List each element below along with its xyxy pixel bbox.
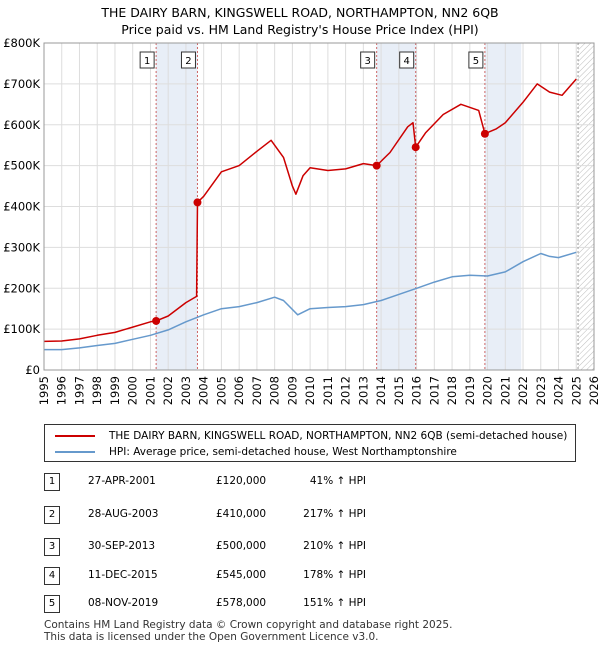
legend-label-property: THE DAIRY BARN, KINGSWELL ROAD, NORTHAMP… <box>109 430 568 442</box>
x-tick-label: 2010 <box>303 376 317 405</box>
y-tick-label: £0 <box>25 363 40 377</box>
x-tick-label: 2020 <box>481 376 495 405</box>
hpi-series-line <box>44 251 577 351</box>
sale-number-badge: 5 <box>44 595 60 613</box>
sale-date: 30-SEP-2013 <box>88 540 156 552</box>
title-line-1: THE DAIRY BARN, KINGSWELL ROAD, NORTHAMP… <box>101 5 499 20</box>
x-tick-label: 1997 <box>72 376 86 405</box>
sale-price: £578,000 <box>216 597 267 609</box>
sale-label: 2 <box>185 56 191 67</box>
legend-swatch-property <box>55 435 95 437</box>
x-tick-label: 2000 <box>126 376 140 405</box>
x-tick-label: 2016 <box>410 376 424 405</box>
plot-frame <box>43 42 595 371</box>
y-tick-label: £100K <box>3 322 40 336</box>
x-tick-label: 2007 <box>250 376 264 405</box>
sale-label-box <box>399 51 415 69</box>
price-chart: 1 2 3 4 5 £0 £100K £200K £300K £400K £500K £600K £7… <box>3 36 600 405</box>
y-tick-label: £500K <box>3 159 40 173</box>
x-tick-label: 2019 <box>463 376 477 405</box>
sale-hpi-change: 151% ↑ HPI <box>303 597 366 609</box>
x-tick-label: 2024 <box>552 376 566 405</box>
sale-number-badge: 2 <box>44 506 60 524</box>
sale-point <box>411 143 420 152</box>
sale-date: 28-AUG-2003 <box>88 508 159 520</box>
footer-line-2: This data is licensed under the Open Gov… <box>44 631 379 643</box>
legend-item-hpi: HPI: Average price, semi-detached house,… <box>55 445 457 459</box>
x-tick-label: 2005 <box>214 376 228 405</box>
y-tick-label: £800K <box>3 36 40 50</box>
title-line-2: Price paid vs. HM Land Registry's House … <box>121 22 479 37</box>
sale-date: 08-NOV-2019 <box>88 597 159 609</box>
sale-date: 11-DEC-2015 <box>88 569 158 581</box>
sale-point <box>480 129 489 138</box>
x-tick-label: 2025 <box>569 376 583 405</box>
table-row: 5 08-NOV-2019 £578,000 151% ↑ HPI <box>44 595 444 613</box>
sale-number-badge: 1 <box>44 473 60 491</box>
sale-label: 5 <box>473 56 479 67</box>
sale-price: £120,000 <box>216 475 267 487</box>
sale-label-box <box>139 51 155 69</box>
x-tick-label: 1999 <box>108 376 122 405</box>
sale-label: 3 <box>364 56 370 67</box>
footer-attribution: Contains HM Land Registry data © Crown c… <box>44 619 452 643</box>
y-tick-label: £600K <box>3 118 40 132</box>
sale-hpi-change: 41% ↑ HPI <box>309 475 366 487</box>
table-row: 1 27-APR-2001 £120,000 41% ↑ HPI <box>44 473 444 491</box>
legend-label-hpi: HPI: Average price, semi-detached house,… <box>109 446 457 458</box>
x-tick-label: 2009 <box>285 376 299 405</box>
x-tick-label: 2004 <box>197 376 211 405</box>
x-tick-label: 1998 <box>90 376 104 405</box>
x-tick-label: 2006 <box>232 376 246 405</box>
footer-line-1: Contains HM Land Registry data © Crown c… <box>44 619 453 631</box>
sale-hpi-change: 210% ↑ HPI <box>303 540 366 552</box>
x-tick-label: 2017 <box>427 376 441 405</box>
sale-point <box>152 316 161 325</box>
sale-label-box <box>360 51 376 69</box>
sale-hpi-change: 217% ↑ HPI <box>303 508 366 520</box>
sale-number-badge: 3 <box>44 538 60 556</box>
x-tick-label: 2018 <box>445 376 459 405</box>
sale-label: 4 <box>404 56 410 67</box>
sale-label-box <box>468 51 484 69</box>
x-tick-label: 2012 <box>339 376 353 405</box>
x-tick-label: 2014 <box>374 376 388 405</box>
legend-item-property: THE DAIRY BARN, KINGSWELL ROAD, NORTHAMP… <box>55 429 567 443</box>
sale-price: £545,000 <box>216 569 267 581</box>
y-tick-label: £300K <box>3 240 40 254</box>
sale-label: 1 <box>144 56 150 67</box>
sale-date: 27-APR-2001 <box>88 475 156 487</box>
x-tick-label: 2023 <box>534 376 548 405</box>
sale-point <box>193 198 202 207</box>
x-tick-label: 2015 <box>392 376 406 405</box>
x-tick-label: 2013 <box>356 376 370 405</box>
x-tick-label: 2003 <box>179 376 193 405</box>
sale-point <box>372 161 381 170</box>
sale-price: £410,000 <box>216 508 267 520</box>
y-tick-label: £200K <box>3 281 40 295</box>
x-tick-label: 1995 <box>37 376 51 405</box>
x-tick-label: 2026 <box>587 376 600 405</box>
table-row: 2 28-AUG-2003 £410,000 217% ↑ HPI <box>44 506 444 524</box>
x-tick-label: 2022 <box>516 376 530 405</box>
x-tick-label: 2008 <box>268 376 282 405</box>
x-tick-label: 2002 <box>161 376 175 405</box>
x-tick-label: 1996 <box>55 376 69 405</box>
x-tick-label: 2021 <box>498 376 512 405</box>
x-tick-label: 2011 <box>321 376 335 405</box>
sale-label-box <box>180 51 196 69</box>
y-tick-label: £700K <box>3 77 40 91</box>
sale-hpi-change: 178% ↑ HPI <box>303 569 366 581</box>
table-row: 3 30-SEP-2013 £500,000 210% ↑ HPI <box>44 538 444 556</box>
sale-number-badge: 4 <box>44 567 60 585</box>
sale-price: £500,000 <box>216 540 267 552</box>
chart-title: THE DAIRY BARN, KINGSWELL ROAD, NORTHAMP… <box>0 4 600 38</box>
legend: THE DAIRY BARN, KINGSWELL ROAD, NORTHAMP… <box>44 424 576 462</box>
x-tick-label: 2001 <box>143 376 157 405</box>
y-tick-label: £400K <box>3 200 40 214</box>
table-row: 4 11-DEC-2015 £545,000 178% ↑ HPI <box>44 567 444 585</box>
legend-swatch-hpi <box>55 451 95 453</box>
